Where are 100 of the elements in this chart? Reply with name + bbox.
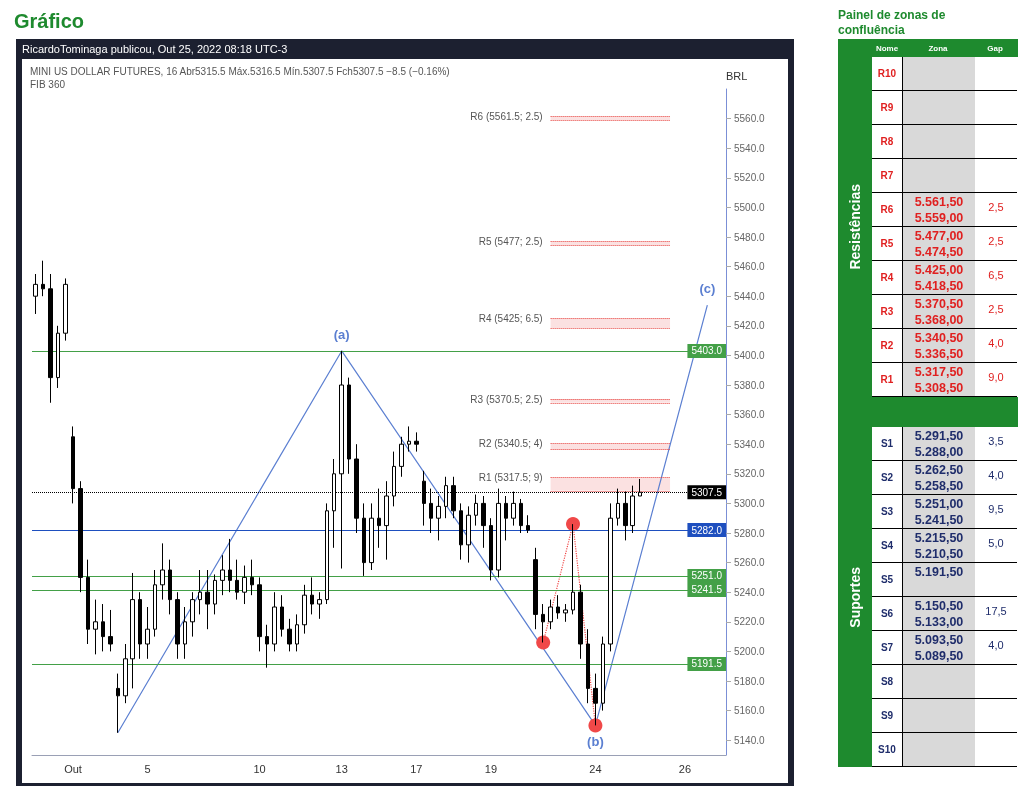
text: Resistências: [847, 184, 863, 270]
candlestick: [63, 277, 68, 342]
chart-subtitle: RicardoTominaga publicou, Out 25, 2022 08:18 UTC-3: [22, 43, 288, 55]
text: 5.093,50 5.089,50: [914, 633, 964, 663]
candlestick: [608, 502, 613, 652]
candlestick: [138, 591, 142, 660]
text: 5.251,00 5.241,50: [914, 497, 964, 527]
y-tick-label: 5300.0: [734, 497, 766, 509]
category-label: S1: [880, 438, 894, 449]
y-tick-label: 5460.0: [734, 261, 766, 273]
candlestick: [235, 559, 239, 601]
text: 6,5: [988, 269, 1004, 281]
band-label: R3 (5370.5; 2.5): [470, 393, 543, 405]
candlestick: [116, 673, 120, 734]
x-tick-label: 5: [144, 762, 151, 775]
candlestick: [489, 517, 493, 581]
y-axis-title: BRL: [726, 69, 748, 82]
category-label: R6: [880, 204, 894, 215]
y-tick-label: 5480.0: [734, 231, 766, 243]
ref-line-label: 5251.0: [691, 570, 723, 582]
category-label: R4: [880, 272, 894, 283]
candlestick: [548, 599, 553, 630]
y-tick-label: 5260.0: [734, 557, 766, 569]
candlestick: [190, 591, 195, 638]
category-label: S2: [880, 472, 894, 483]
x-tick-label: 24: [589, 762, 602, 775]
text: 5.317,50 5.308,50: [914, 365, 964, 395]
candlestick: [571, 523, 575, 615]
candlestick: [586, 628, 590, 704]
category-label: R2: [880, 340, 894, 351]
data-label: (c): [699, 281, 716, 297]
candlestick: [41, 260, 45, 297]
category-label: R8: [880, 136, 894, 147]
category-label: R3: [880, 306, 894, 317]
ref-line-label: 5191.5: [691, 658, 723, 670]
x-tick-label: 17: [410, 762, 423, 775]
y-tick-label: 5320.0: [734, 468, 766, 480]
candlestick: [101, 603, 105, 652]
category-label: R9: [880, 102, 894, 113]
category-label: S7: [880, 642, 894, 653]
candlestick: [265, 624, 269, 669]
candlestick: [414, 431, 419, 453]
y-tick-label: 5180.0: [734, 675, 766, 687]
text: 5.340,50 5.336,50: [914, 331, 964, 361]
band-label: R5 (5477; 2.5): [478, 235, 543, 247]
candlestick: [48, 273, 53, 404]
text: 4,0: [988, 639, 1004, 651]
candlestick: [474, 494, 478, 527]
text: 5.425,00 5.418,50: [914, 263, 964, 293]
candlestick: [123, 643, 128, 704]
ref-line-label: 5282.0: [691, 524, 723, 536]
data-label: (b): [587, 734, 604, 750]
band-label: R2 (5340.5; 4): [478, 437, 543, 449]
x-tick-label: 13: [335, 762, 348, 775]
text: 9,0: [988, 371, 1004, 383]
category-label: S3: [880, 506, 894, 517]
text: 5.150,50 5.133,00: [914, 599, 964, 629]
y-tick-label: 5200.0: [734, 645, 766, 657]
ref-line-label: 5403.0: [691, 345, 723, 357]
x-tick-label: 26: [678, 762, 692, 775]
category-label: R5: [880, 238, 894, 249]
text: 5.291,50 5.288,00: [914, 429, 964, 459]
text: 4,0: [988, 469, 1004, 481]
candlestick: [466, 505, 471, 564]
candlestick: [541, 603, 545, 644]
category-label: S8: [880, 676, 894, 687]
candlestick: [198, 569, 202, 615]
candlestick: [130, 572, 135, 689]
point: [536, 635, 551, 650]
candlestick: [160, 542, 165, 601]
candlestick: [302, 584, 307, 635]
text: 2,5: [988, 235, 1004, 247]
y-tick-label: 5520.0: [734, 172, 766, 184]
annotation: FIB 360: [30, 78, 67, 91]
x-tick-label: 10: [253, 762, 266, 775]
candlestick: [280, 594, 284, 638]
y-tick-label: 5360.0: [734, 409, 766, 421]
candlestick: [153, 569, 157, 638]
y-tick-label: 5400.0: [734, 349, 766, 361]
candlestick: [325, 502, 329, 605]
candlestick: [272, 591, 277, 652]
category-label: R10: [877, 68, 897, 79]
candlestick: [242, 565, 247, 605]
category-label: S6: [880, 608, 894, 619]
candlestick: [563, 603, 568, 623]
text: 4,0: [988, 337, 1004, 349]
candlestick: [362, 502, 366, 577]
text: 2,5: [988, 303, 1004, 315]
ref-line-label: 5307.5: [691, 486, 723, 498]
candlestick: [436, 495, 441, 541]
candlestick: [556, 594, 560, 620]
category-label: S10: [878, 744, 896, 755]
text: Suportes: [847, 566, 863, 628]
point: [588, 718, 603, 733]
candlestick: [250, 559, 254, 596]
candlestick: [399, 436, 404, 478]
y-tick-label: 5500.0: [734, 201, 766, 213]
band-label: R1 (5317.5; 9): [478, 472, 543, 483]
candlestick: [593, 673, 598, 726]
candlestick: [526, 514, 530, 534]
